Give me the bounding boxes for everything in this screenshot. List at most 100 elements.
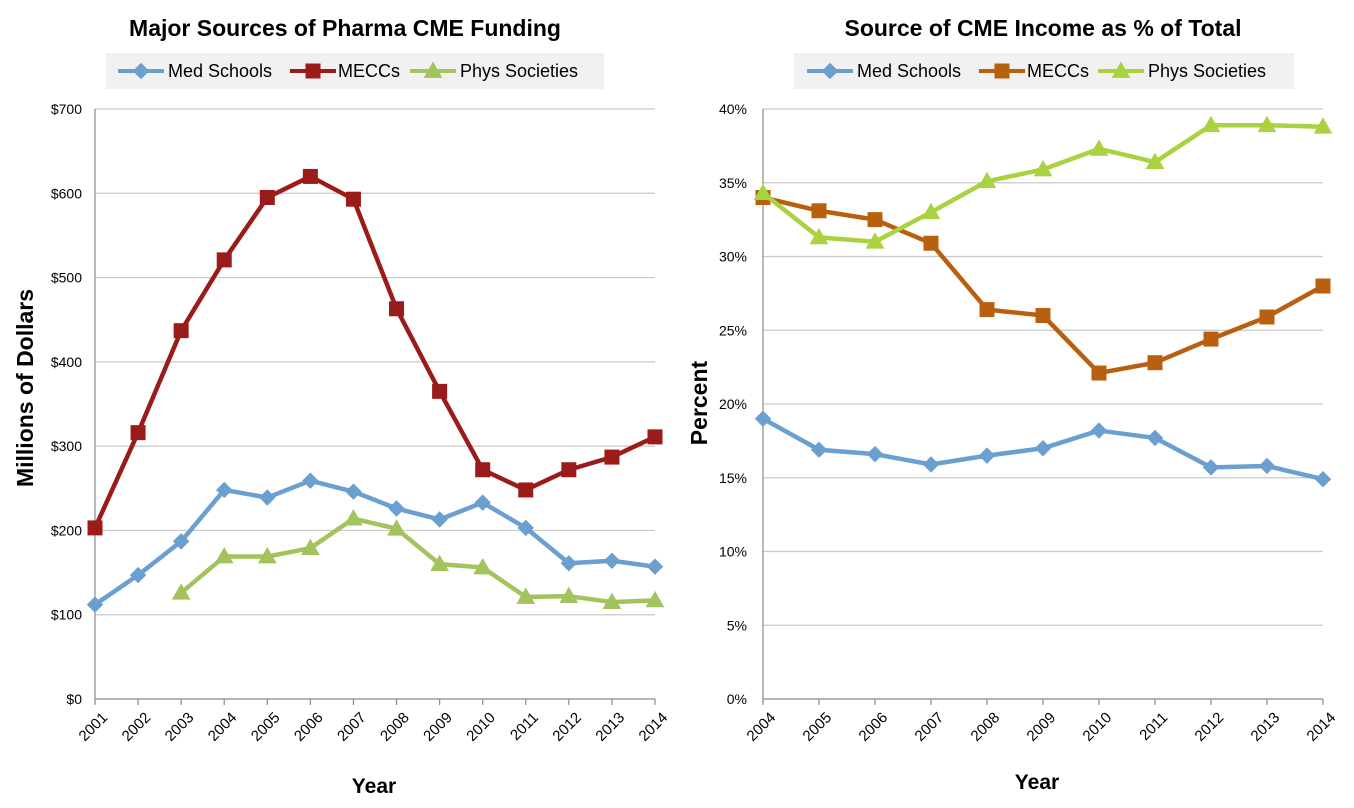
data-point	[1034, 440, 1052, 457]
legend-entry: MECCs	[338, 61, 400, 81]
legend-marker	[132, 62, 150, 80]
series-meccs	[755, 190, 1331, 381]
series-line	[93, 478, 656, 607]
data-point	[977, 171, 997, 189]
data-point	[1313, 117, 1333, 134]
data-point	[646, 558, 664, 575]
data-point	[560, 555, 578, 572]
data-point	[257, 547, 277, 564]
data-point	[754, 410, 772, 427]
data-point	[867, 212, 883, 228]
data-point	[645, 590, 665, 608]
data-point	[172, 533, 190, 550]
legend-marker	[423, 61, 443, 78]
x-tick-label: 2004	[205, 709, 241, 745]
data-point	[979, 302, 995, 318]
data-point	[516, 587, 536, 604]
data-point	[173, 323, 189, 339]
legend: Med Schools MECCs Phys Societies	[794, 53, 1294, 89]
data-point	[86, 596, 104, 613]
y-tick-label: 5%	[727, 617, 747, 633]
y-tick-label: 0%	[727, 691, 747, 707]
y-tick-label: 40%	[719, 101, 747, 117]
x-axis-label: Year	[1015, 771, 1059, 794]
data-point	[430, 554, 449, 572]
data-point	[344, 509, 363, 526]
data-point	[1258, 457, 1276, 475]
data-point	[602, 592, 622, 609]
y-tick-label: $500	[51, 270, 82, 286]
y-tick-label: $100	[51, 607, 82, 623]
y-tick-label: $700	[51, 101, 82, 117]
x-axis-label: Year	[352, 775, 396, 798]
y-tick-label: $0	[66, 691, 82, 707]
y-tick-label: 15%	[719, 470, 747, 486]
series-line	[179, 516, 656, 605]
y-tick-label: $600	[51, 185, 82, 201]
legend-entry: Phys Societies	[1148, 61, 1266, 81]
x-tick-label: 2009	[420, 709, 456, 745]
legend-box	[794, 53, 1294, 89]
legend-entry: Med Schools	[857, 61, 961, 81]
data-point	[1202, 459, 1220, 476]
chart-title: Major Sources of Pharma CME Funding	[129, 15, 561, 41]
x-tick-label: 2008	[968, 709, 1004, 745]
series-line	[761, 122, 1324, 244]
legend-entry: Phys Societies	[460, 61, 578, 81]
x-tick-label: 2006	[856, 709, 892, 745]
data-point	[130, 425, 146, 441]
data-point	[811, 203, 827, 219]
data-point	[1091, 365, 1107, 381]
legend: Med Schools MECCs Phys Societies	[106, 53, 604, 89]
data-point	[753, 183, 773, 200]
x-tick-label: 2010	[463, 709, 499, 745]
data-point	[866, 445, 884, 463]
x-tick-label: 2014	[1304, 709, 1340, 745]
data-point	[810, 441, 828, 458]
series-phys-societies	[753, 115, 1333, 249]
series-med-schools	[86, 472, 664, 613]
data-point	[388, 500, 405, 517]
chart-title: Source of CME Income as % of Total	[844, 15, 1241, 41]
x-tick-label: 2013	[1248, 709, 1284, 745]
y-tick-label: 30%	[719, 249, 747, 265]
data-point	[473, 558, 493, 575]
data-point	[1090, 422, 1108, 439]
legend-entry: Med Schools	[168, 61, 272, 81]
data-point	[259, 489, 276, 506]
data-point	[978, 447, 996, 464]
x-tick-label: 2007	[334, 709, 370, 745]
x-tick-label: 2007	[912, 709, 948, 745]
data-point	[604, 449, 620, 465]
data-point	[431, 511, 448, 528]
y-tick-label: 10%	[719, 544, 747, 560]
data-point	[1257, 115, 1277, 133]
legend-marker	[305, 63, 321, 79]
data-point	[216, 252, 232, 268]
data-point	[387, 519, 406, 536]
x-tick-label: 2005	[800, 709, 836, 745]
data-point	[87, 520, 103, 536]
x-tick-label: 2012	[1192, 709, 1228, 745]
data-point	[865, 232, 885, 249]
data-point	[923, 235, 939, 251]
data-point	[1033, 159, 1053, 177]
x-tick-label: 2014	[636, 709, 672, 745]
y-axis-label: Millions of Dollars	[12, 289, 38, 487]
x-tick-label: 2012	[549, 709, 585, 745]
data-point	[1203, 331, 1219, 347]
x-tick-label: 2001	[76, 709, 112, 745]
data-point	[1259, 309, 1275, 325]
x-tick-label: 2005	[248, 709, 284, 745]
data-point	[603, 552, 621, 569]
data-point	[301, 538, 320, 556]
data-point	[1314, 471, 1332, 488]
data-point	[1147, 355, 1163, 371]
legend-marker	[1111, 61, 1131, 78]
legend-marker	[994, 63, 1010, 79]
data-point	[922, 456, 940, 473]
data-point	[432, 383, 448, 399]
data-point	[809, 227, 829, 245]
data-point	[559, 586, 579, 604]
x-tick-label: 2008	[377, 709, 413, 745]
